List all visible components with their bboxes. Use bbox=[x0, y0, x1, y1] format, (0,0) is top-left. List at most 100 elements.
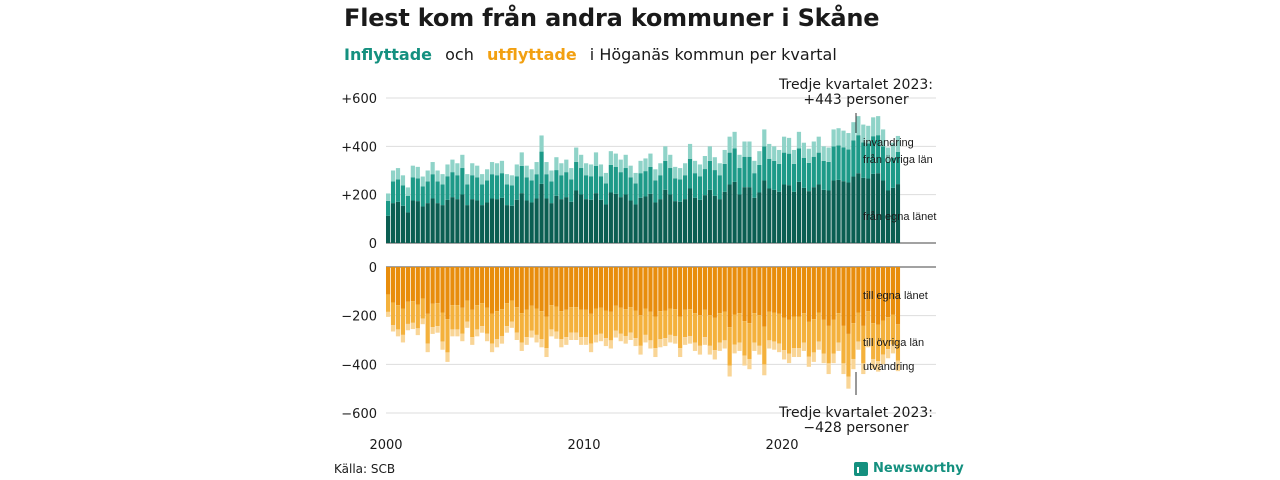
outflow-bar-segment bbox=[801, 342, 806, 351]
inflow-bar-segment bbox=[504, 205, 509, 243]
inflow-bar-segment bbox=[687, 158, 693, 189]
outflow-bar-segment bbox=[742, 267, 747, 322]
inflow-bar-segment bbox=[633, 183, 638, 205]
inflow-bar-segment bbox=[727, 184, 732, 243]
inflow-bar-segment bbox=[395, 179, 401, 202]
brand-name: Newsworthy bbox=[873, 461, 964, 476]
outflow-bar-segment bbox=[895, 267, 901, 325]
inflow-bar-segment bbox=[702, 169, 707, 196]
outflow-bar-segment bbox=[890, 267, 896, 315]
outflow-bar-segment bbox=[588, 267, 594, 314]
outflow-bar-segment bbox=[504, 303, 509, 327]
inflow-bar-segment bbox=[697, 199, 703, 243]
inflow-bar-segment bbox=[415, 166, 420, 179]
inflow-bar-segment bbox=[509, 185, 514, 206]
outflow-series-label: utvandring bbox=[863, 361, 914, 373]
outflow-bar-segment bbox=[678, 316, 683, 349]
outflow-bar-segment bbox=[772, 341, 777, 350]
inflow-bar-segment bbox=[841, 130, 846, 148]
inflow-bar-segment bbox=[603, 204, 608, 243]
outflow-bar-segment bbox=[653, 316, 658, 349]
outflow-bar-segment bbox=[475, 329, 480, 337]
inflow-bar-segment bbox=[890, 157, 896, 188]
inflow-bar-segment bbox=[678, 201, 683, 243]
inflow-bar-segment bbox=[554, 157, 559, 171]
source-note: Källa: SCB bbox=[334, 462, 396, 476]
inflow-bar-segment bbox=[831, 146, 836, 181]
outflow-bar-segment bbox=[435, 303, 440, 327]
inflow-bar-segment bbox=[514, 164, 519, 177]
outflow-bar-segment bbox=[514, 307, 519, 333]
outflow-bar-segment bbox=[618, 333, 623, 342]
outflow-bar-segment bbox=[885, 317, 891, 350]
outflow-bar-segment bbox=[539, 267, 544, 312]
outflow-bar-segment bbox=[405, 267, 410, 302]
inflow-bar-segment bbox=[692, 197, 698, 243]
inflow-bar-segment bbox=[450, 159, 455, 173]
outflow-bar-segment bbox=[415, 328, 420, 336]
outflow-bar-segment bbox=[747, 323, 752, 359]
inflow-bar-segment bbox=[638, 173, 643, 198]
subtitle-in-label: Inflyttade bbox=[344, 45, 433, 64]
outflow-bar-segment bbox=[648, 267, 653, 312]
outflow-bars bbox=[386, 267, 901, 389]
inflow-bar-segment bbox=[861, 142, 866, 178]
outflow-bar-segment bbox=[841, 267, 846, 326]
outflow-bar-segment bbox=[489, 267, 495, 314]
outflow-bar-segment bbox=[668, 334, 673, 343]
inflow-bar-segment bbox=[683, 199, 688, 243]
inflow-bar-segment bbox=[465, 205, 470, 243]
inflow-bar-segment bbox=[593, 165, 599, 194]
inflow-bar-segment bbox=[663, 160, 668, 190]
outflow-bar-segment bbox=[791, 316, 797, 349]
inflow-bar-segment bbox=[549, 203, 554, 243]
outflow-bar-segment bbox=[653, 267, 658, 317]
inflow-bar-segment bbox=[791, 149, 797, 164]
inflow-bar-segment bbox=[811, 187, 816, 243]
inflow-bar-segment bbox=[638, 160, 643, 174]
outflow-bar-segment bbox=[628, 332, 633, 340]
inflow-bar-segment bbox=[692, 160, 698, 174]
outflow-bar-segment bbox=[826, 325, 831, 364]
inflow-bar-segment bbox=[846, 133, 851, 150]
inflow-bar-segment bbox=[757, 151, 762, 165]
outflow-bar-segment bbox=[395, 329, 401, 337]
outflow-bar-segment bbox=[574, 332, 579, 340]
inflow-bar-segment bbox=[598, 164, 604, 177]
outflow-bar-segment bbox=[687, 267, 693, 310]
outflow-bar-segment bbox=[588, 343, 594, 353]
inflow-bar-segment bbox=[658, 199, 663, 243]
outflow-bar-segment bbox=[549, 329, 554, 337]
inflow-bar-segment bbox=[683, 175, 688, 200]
outflow-bar-segment bbox=[732, 314, 737, 345]
outflow-bar-segment bbox=[519, 267, 524, 314]
inflow-bar-segment bbox=[504, 174, 509, 185]
outflow-bar-segment bbox=[534, 334, 539, 343]
outflow-bar-segment bbox=[593, 334, 599, 343]
outflow-bar-segment bbox=[692, 342, 698, 351]
outflow-bar-segment bbox=[697, 345, 703, 355]
outflow-bar-segment bbox=[460, 267, 465, 308]
outflow-bar-segment bbox=[881, 320, 886, 355]
inflow-bar-segment bbox=[821, 189, 826, 243]
outflow-bar-segment bbox=[579, 337, 584, 345]
outflow-bar-segment bbox=[494, 267, 500, 312]
inflow-bar-segment bbox=[747, 141, 752, 157]
inflow-bar-segment bbox=[623, 194, 628, 243]
y-tick-label-top: 0 bbox=[369, 237, 377, 252]
inflow-bar-segment bbox=[440, 174, 445, 185]
outflow-bar-segment bbox=[836, 342, 841, 351]
inflow-bar-segment bbox=[866, 178, 871, 243]
inflow-bar-segment bbox=[762, 146, 767, 181]
outflow-bar-segment bbox=[420, 267, 425, 299]
outflow-bar-segment bbox=[643, 308, 648, 335]
outflow-bar-segment bbox=[663, 338, 668, 347]
outflow-bar-segment bbox=[613, 330, 618, 338]
outflow-bar-segment bbox=[445, 319, 450, 353]
inflow-bar-segment bbox=[608, 164, 613, 193]
outflow-bar-segment bbox=[811, 319, 816, 353]
outflow-bar-segment bbox=[425, 267, 430, 314]
outflow-bar-segment bbox=[465, 321, 470, 328]
outflow-bar-segment bbox=[796, 267, 802, 317]
outflow-bar-segment bbox=[618, 307, 623, 334]
